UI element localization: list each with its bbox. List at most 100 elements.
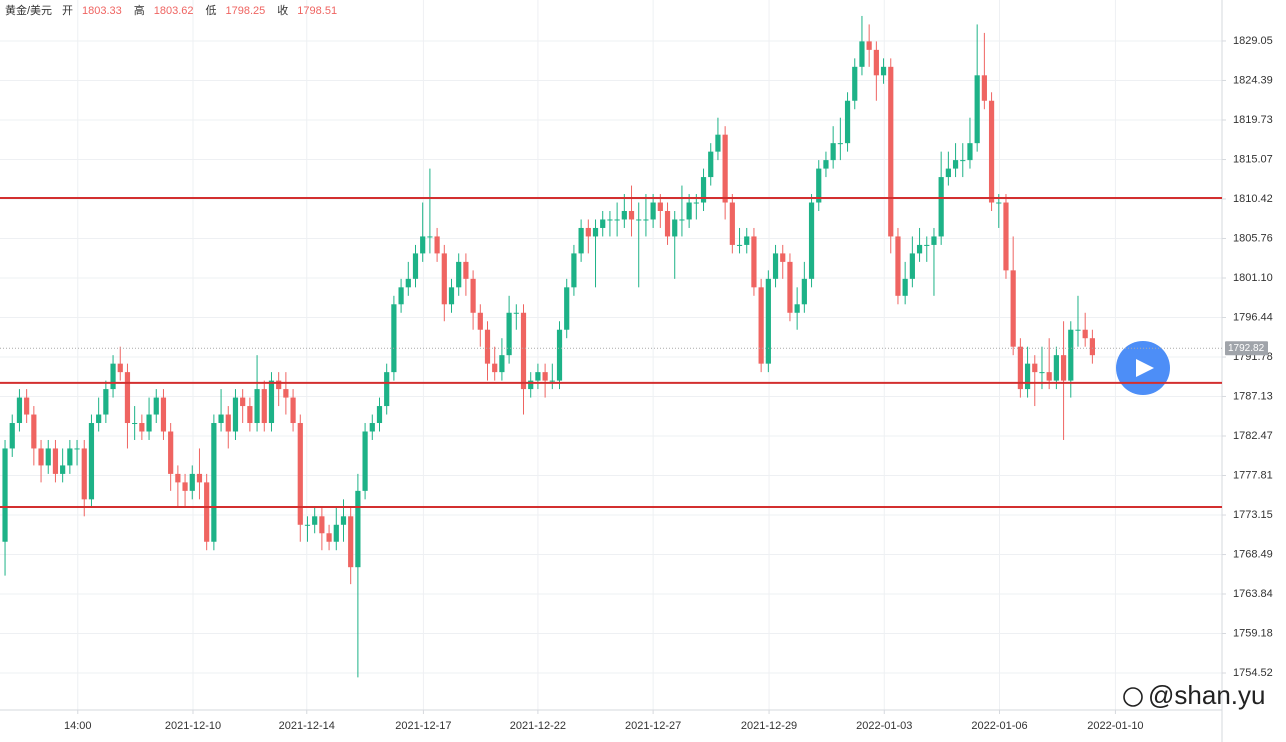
candle-body <box>1046 372 1052 381</box>
candle-body <box>348 516 354 568</box>
candle-body <box>160 397 167 432</box>
candle-body <box>52 448 59 474</box>
x-tick-label: 2022-01-06 <box>971 720 1027 732</box>
candle-body <box>895 236 901 296</box>
candle-body <box>751 236 757 288</box>
candle-body <box>470 278 476 313</box>
candle-body <box>362 431 368 491</box>
candle-body <box>88 423 95 500</box>
candle-body <box>196 473 203 483</box>
y-tick-label: 1773.15 <box>1233 509 1273 521</box>
candle-body <box>247 406 253 424</box>
candle-body <box>1082 329 1088 339</box>
candle-body <box>765 278 771 364</box>
x-tick-label: 2022-01-10 <box>1087 720 1143 732</box>
candle-body <box>780 253 786 262</box>
candle-body <box>664 210 671 237</box>
candle-body <box>45 448 51 466</box>
candle-body <box>571 253 577 288</box>
watermark: @shan.yu <box>1123 680 1265 710</box>
candle-body <box>74 448 80 450</box>
candle-body <box>333 524 339 542</box>
candle-body <box>132 423 138 425</box>
y-tick-label: 1815.07 <box>1233 153 1273 165</box>
candle-body <box>794 304 800 313</box>
candle-body <box>952 160 959 169</box>
candle-body <box>1089 338 1095 356</box>
candle-body <box>448 287 455 305</box>
candle-body <box>772 253 779 279</box>
candle-body <box>434 236 440 254</box>
candle-body <box>801 278 807 305</box>
x-tick-label: 2021-12-29 <box>741 720 797 732</box>
candle-body <box>391 304 397 373</box>
candle-body <box>297 423 303 525</box>
header-value: 1803.62 <box>154 5 194 17</box>
candle-body <box>1003 202 1009 271</box>
candle-body <box>974 75 980 144</box>
candle-body <box>837 143 843 145</box>
header: 黄金/美元 开 1803.33 高 1803.62 低 1798.25 收 1798.51 <box>5 3 337 17</box>
candle-body <box>866 41 872 50</box>
candle-body <box>556 329 563 381</box>
candle-body <box>614 219 620 221</box>
candle-body <box>816 168 822 203</box>
candle-body <box>1039 372 1045 374</box>
x-tick-label: 2021-12-22 <box>510 720 566 732</box>
candle-body <box>124 372 131 424</box>
candle-body <box>686 202 692 220</box>
candle-body <box>232 397 239 432</box>
candle-body <box>175 473 181 483</box>
grid <box>0 0 1222 710</box>
candle-body <box>916 244 923 254</box>
candle-body <box>427 236 433 238</box>
candle-body <box>146 414 152 432</box>
last-price-label: 1792.82 <box>1228 343 1265 354</box>
candle-body <box>844 100 851 144</box>
candle-body <box>60 465 66 474</box>
candle-body <box>823 160 829 169</box>
candle-body <box>808 202 815 279</box>
y-tick-label: 1805.76 <box>1233 232 1273 244</box>
candle-body <box>211 423 217 542</box>
candle-body <box>672 219 678 237</box>
candle-body <box>549 380 555 382</box>
candle-body <box>888 66 894 237</box>
candle-body <box>240 397 246 407</box>
candle-body <box>31 414 37 449</box>
candle-body <box>153 397 159 415</box>
candle-body <box>96 414 102 424</box>
y-tick-label: 1801.10 <box>1233 272 1273 284</box>
candle-body <box>276 380 282 390</box>
candle-body <box>319 516 325 534</box>
play-button[interactable] <box>1116 341 1170 395</box>
y-tick-label: 1819.73 <box>1233 114 1273 126</box>
candle-body <box>981 75 987 101</box>
candle-body <box>744 236 750 245</box>
header-value: 1798.25 <box>226 5 266 17</box>
candle-body <box>441 253 447 305</box>
candle-body <box>254 389 260 424</box>
candle-body <box>758 287 764 364</box>
candle-body <box>477 312 483 330</box>
candle-body <box>369 423 375 432</box>
candle-body <box>535 372 541 381</box>
candle-body <box>9 423 15 449</box>
candle-body <box>960 160 966 162</box>
candle-body <box>1010 270 1016 347</box>
candle-body <box>693 202 699 204</box>
candle-body <box>376 406 383 424</box>
x-tick-label: 2021-12-14 <box>279 720 335 732</box>
candle-body <box>304 524 311 526</box>
x-tick-label: 14:00 <box>64 720 92 732</box>
y-tick-label: 1810.42 <box>1233 193 1273 205</box>
candle-body <box>628 210 635 220</box>
candle-body <box>204 482 210 542</box>
candle-body <box>643 219 649 221</box>
candle-body <box>636 219 642 221</box>
candle-body <box>996 202 1002 204</box>
candle-body <box>38 448 44 466</box>
candle-body <box>103 389 109 415</box>
candle-body <box>830 143 836 161</box>
candle-body <box>312 516 318 525</box>
